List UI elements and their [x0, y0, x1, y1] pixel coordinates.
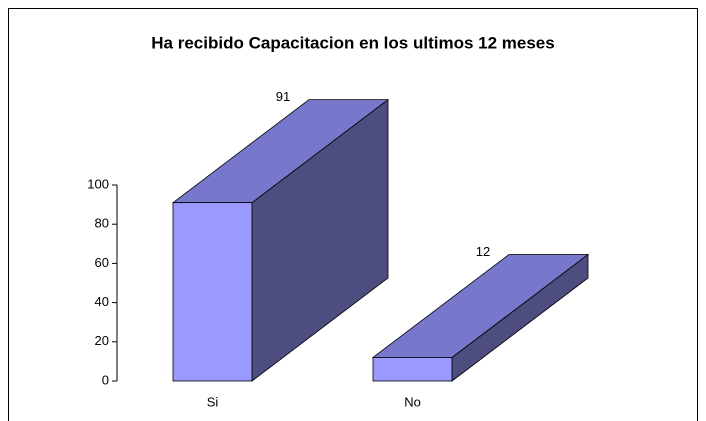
y-tick-label: 0	[102, 372, 109, 387]
y-tick-label: 20	[95, 333, 109, 348]
chart-title: Ha recibido Capacitacion en los ultimos …	[151, 33, 554, 52]
x-tick-label: No	[404, 394, 421, 409]
bar	[372, 357, 453, 382]
y-tick-label: 60	[95, 255, 109, 270]
data-label: 91	[276, 89, 290, 104]
bar	[172, 202, 253, 382]
x-tick-label: Si	[207, 394, 219, 409]
y-tick-label: 100	[87, 176, 109, 191]
chart-frame	[8, 8, 698, 421]
y-tick-label: 40	[95, 294, 109, 309]
data-label: 12	[476, 244, 490, 259]
y-tick-label: 80	[95, 216, 109, 231]
